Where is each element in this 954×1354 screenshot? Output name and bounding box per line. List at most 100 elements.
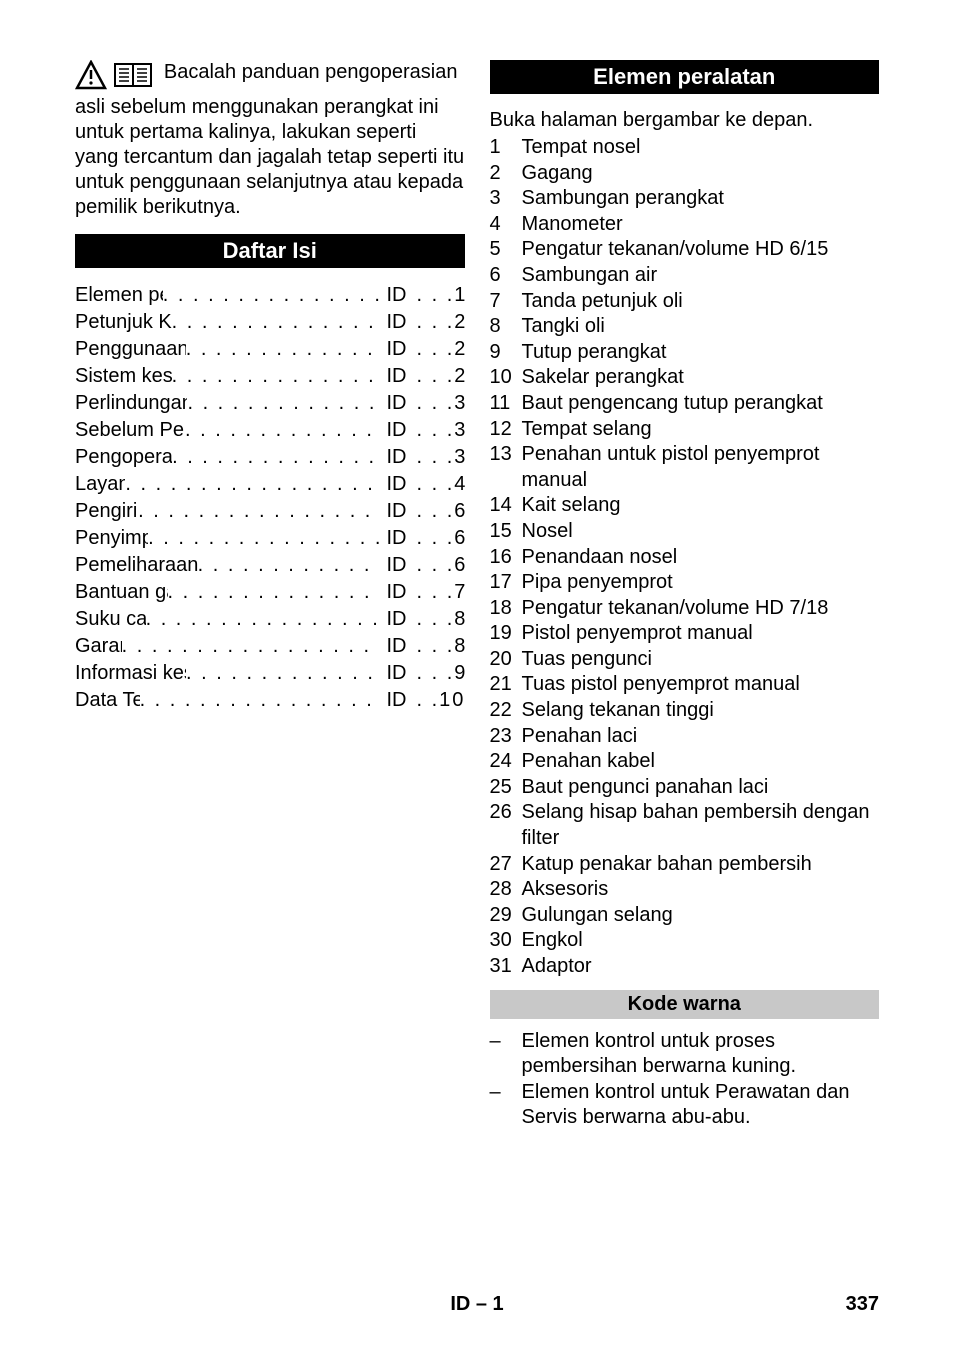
list-item-number: 10 [490,365,522,391]
list-item-number: 13 [490,442,522,493]
list-item-number: 27 [490,852,522,878]
toc-title: Perlindungan Lingkungan [75,390,187,417]
list-item-number: 18 [490,596,522,622]
toc-row: Pengoperasian awal . . . . . . . . . . .… [75,444,465,471]
list-item: 16Penandaan nosel [490,545,880,571]
toc-page: . . .2 [417,336,465,363]
toc-dots: . . . . . . . . . . . . . . . . . . . . … [187,390,378,417]
toc-lang: ID [379,498,417,525]
toc-row: Pemeliharaan dan perawatan . . . . . . .… [75,552,465,579]
toc-dots: . . . . . . . . . . . . . . . . . . . . … [172,363,379,390]
toc-dots: . . . . . . . . . . . . . . . . . . . . … [172,309,379,336]
list-item-number: 31 [490,954,522,980]
bullet-text: Elemen kontrol untuk Perawatan dan Servi… [522,1080,880,1131]
toc-row: Penggunaan yang Benar . . . . . . . . . … [75,336,465,363]
list-item: 14Kait selang [490,493,880,519]
list-item: 24Penahan kabel [490,749,880,775]
toc-page: . . .7 [417,579,465,606]
toc-page: . . .3 [417,390,465,417]
toc-page: . . .4 [417,471,465,498]
list-item-number: 30 [490,928,522,954]
list-item: 18Pengatur tekanan/volume HD 7/18 [490,596,880,622]
list-item: 9Tutup perangkat [490,340,880,366]
bullet-item: –Elemen kontrol untuk Perawatan dan Serv… [490,1080,880,1131]
list-item-number: 7 [490,289,522,315]
list-item-text: Pistol penyemprot manual [522,621,880,647]
list-item-text: Engkol [522,928,880,954]
list-item-text: Baut pengencang tutup perangkat [522,391,880,417]
toc-dots: . . . . . . . . . . . . . . . . . . . . … [140,687,379,714]
toc-title: Pengiriman [75,498,138,525]
list-item-number: 15 [490,519,522,545]
list-item-text: Penahan laci [522,724,880,750]
toc-title: Elemen peralatan [75,282,163,309]
list-item-text: Adaptor [522,954,880,980]
list-item: 10Sakelar perangkat [490,365,880,391]
list-item-text: Baut pengunci panahan laci [522,775,880,801]
list-item-text: Penahan untuk pistol penyemprot manual [522,442,880,493]
toc-dots: . . . . . . . . . . . . . . . . . . . . … [168,579,379,606]
list-item-number: 2 [490,161,522,187]
intro-block: Bacalah panduan pengoperasian asli sebel… [75,60,465,220]
toc-page: . .10 [417,687,465,714]
list-item-text: Tuas pengunci [522,647,880,673]
list-item-number: 3 [490,186,522,212]
toc-row: Data Teknis . . . . . . . . . . . . . . … [75,687,465,714]
color-code-list: –Elemen kontrol untuk proses pembersihan… [490,1029,880,1131]
list-item-text: Manometer [522,212,880,238]
toc-page: . . .9 [417,660,465,687]
list-item-text: Tempat selang [522,417,880,443]
toc-lang: ID [379,282,417,309]
toc-page: . . .3 [417,417,465,444]
list-item-text: Nosel [522,519,880,545]
bullet-text: Elemen kontrol untuk proses pembersihan … [522,1029,880,1080]
toc-row: Sistem keselamatan . . . . . . . . . . .… [75,363,465,390]
list-item-text: Gagang [522,161,880,187]
list-item: 20Tuas pengunci [490,647,880,673]
list-item-number: 23 [490,724,522,750]
toc-row: Sebelum Pengoperasian . . . . . . . . . … [75,417,465,444]
list-item-number: 21 [490,672,522,698]
list-item-text: Sakelar perangkat [522,365,880,391]
toc-lang: ID [379,471,417,498]
toc-title: Pemeliharaan dan perawatan [75,552,198,579]
toc-row: Pengiriman . . . . . . . . . . . . . . .… [75,498,465,525]
list-item-number: 22 [490,698,522,724]
elements-header: Elemen peralatan [490,60,880,94]
toc-title: Penyimpanan [75,525,148,552]
toc-title: Bantuan gangguan [75,579,168,606]
list-item-number: 14 [490,493,522,519]
toc-page: . . .6 [417,525,465,552]
toc-page: . . .2 [417,309,465,336]
list-item: 3Sambungan perangkat [490,186,880,212]
toc-title: Penggunaan yang Benar [75,336,186,363]
list-item-number: 11 [490,391,522,417]
toc-dots: . . . . . . . . . . . . . . . . . . . . … [186,660,378,687]
toc-title: Sistem keselamatan [75,363,172,390]
color-code-header: Kode warna [490,990,880,1019]
list-item-number: 29 [490,903,522,929]
list-item: 13Penahan untuk pistol penyemprot manual [490,442,880,493]
list-item-number: 9 [490,340,522,366]
toc-lang: ID [379,336,417,363]
toc-row: Layanan . . . . . . . . . . . . . . . . … [75,471,465,498]
list-item-number: 28 [490,877,522,903]
toc-row: Penyimpanan . . . . . . . . . . . . . . … [75,525,465,552]
list-item-text: Sambungan perangkat [522,186,880,212]
list-item-number: 5 [490,237,522,263]
toc-row: Informasi kesesuaian EU . . . . . . . . … [75,660,465,687]
list-item: 1Tempat nosel [490,135,880,161]
list-item: 17Pipa penyemprot [490,570,880,596]
list-item: 15Nosel [490,519,880,545]
toc-lang: ID [379,363,417,390]
list-item: 2Gagang [490,161,880,187]
list-item-number: 8 [490,314,522,340]
toc-title: Layanan [75,471,125,498]
list-item: 28Aksesoris [490,877,880,903]
toc-title: Sebelum Pengoperasian [75,417,185,444]
toc-title: Garansi [75,633,122,660]
toc-lang: ID [379,390,417,417]
bullet-dash-icon: – [490,1029,522,1080]
toc-page: . . .8 [417,606,465,633]
toc-lang: ID [379,687,417,714]
